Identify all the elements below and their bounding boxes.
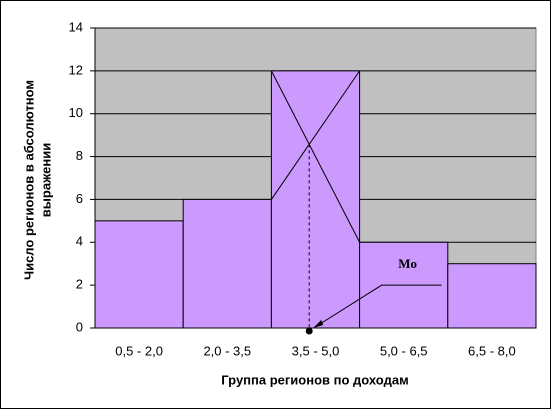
x-tick-label: 3,5 - 5,0 bbox=[292, 343, 340, 358]
y-tick-label: 4 bbox=[76, 234, 83, 249]
annotation: Mo bbox=[398, 256, 417, 271]
x-tick-label: 0,5 - 2,0 bbox=[115, 343, 163, 358]
y-tick-label: 14 bbox=[69, 19, 83, 34]
bar bbox=[270, 70, 361, 329]
y-tick-label: 2 bbox=[76, 277, 83, 292]
bar bbox=[94, 220, 184, 329]
mode-point bbox=[305, 327, 313, 335]
y-tick-label: 0 bbox=[76, 319, 83, 334]
y-tick-label: 6 bbox=[76, 191, 83, 206]
bar bbox=[447, 263, 537, 329]
mode-line bbox=[270, 70, 361, 243]
y-axis-title: Число регионов в абсолютном bbox=[21, 80, 36, 280]
y-tick-label: 8 bbox=[76, 148, 83, 163]
annotation-arrow bbox=[314, 284, 442, 328]
y-tick-label: 10 bbox=[69, 105, 83, 120]
x-tick-label: 6,5 - 8,0 bbox=[468, 343, 516, 358]
arrow-head bbox=[313, 320, 324, 328]
x-tick-label: 5,0 - 6,5 bbox=[380, 343, 428, 358]
mode-line bbox=[270, 70, 361, 200]
y-axis-title: выражении bbox=[38, 143, 53, 217]
x-tick-label: 2,0 - 3,5 bbox=[203, 343, 251, 358]
x-axis-title: Группа регионов по доходам bbox=[221, 372, 408, 387]
bar bbox=[182, 198, 272, 329]
y-tick-label: 12 bbox=[69, 62, 83, 77]
